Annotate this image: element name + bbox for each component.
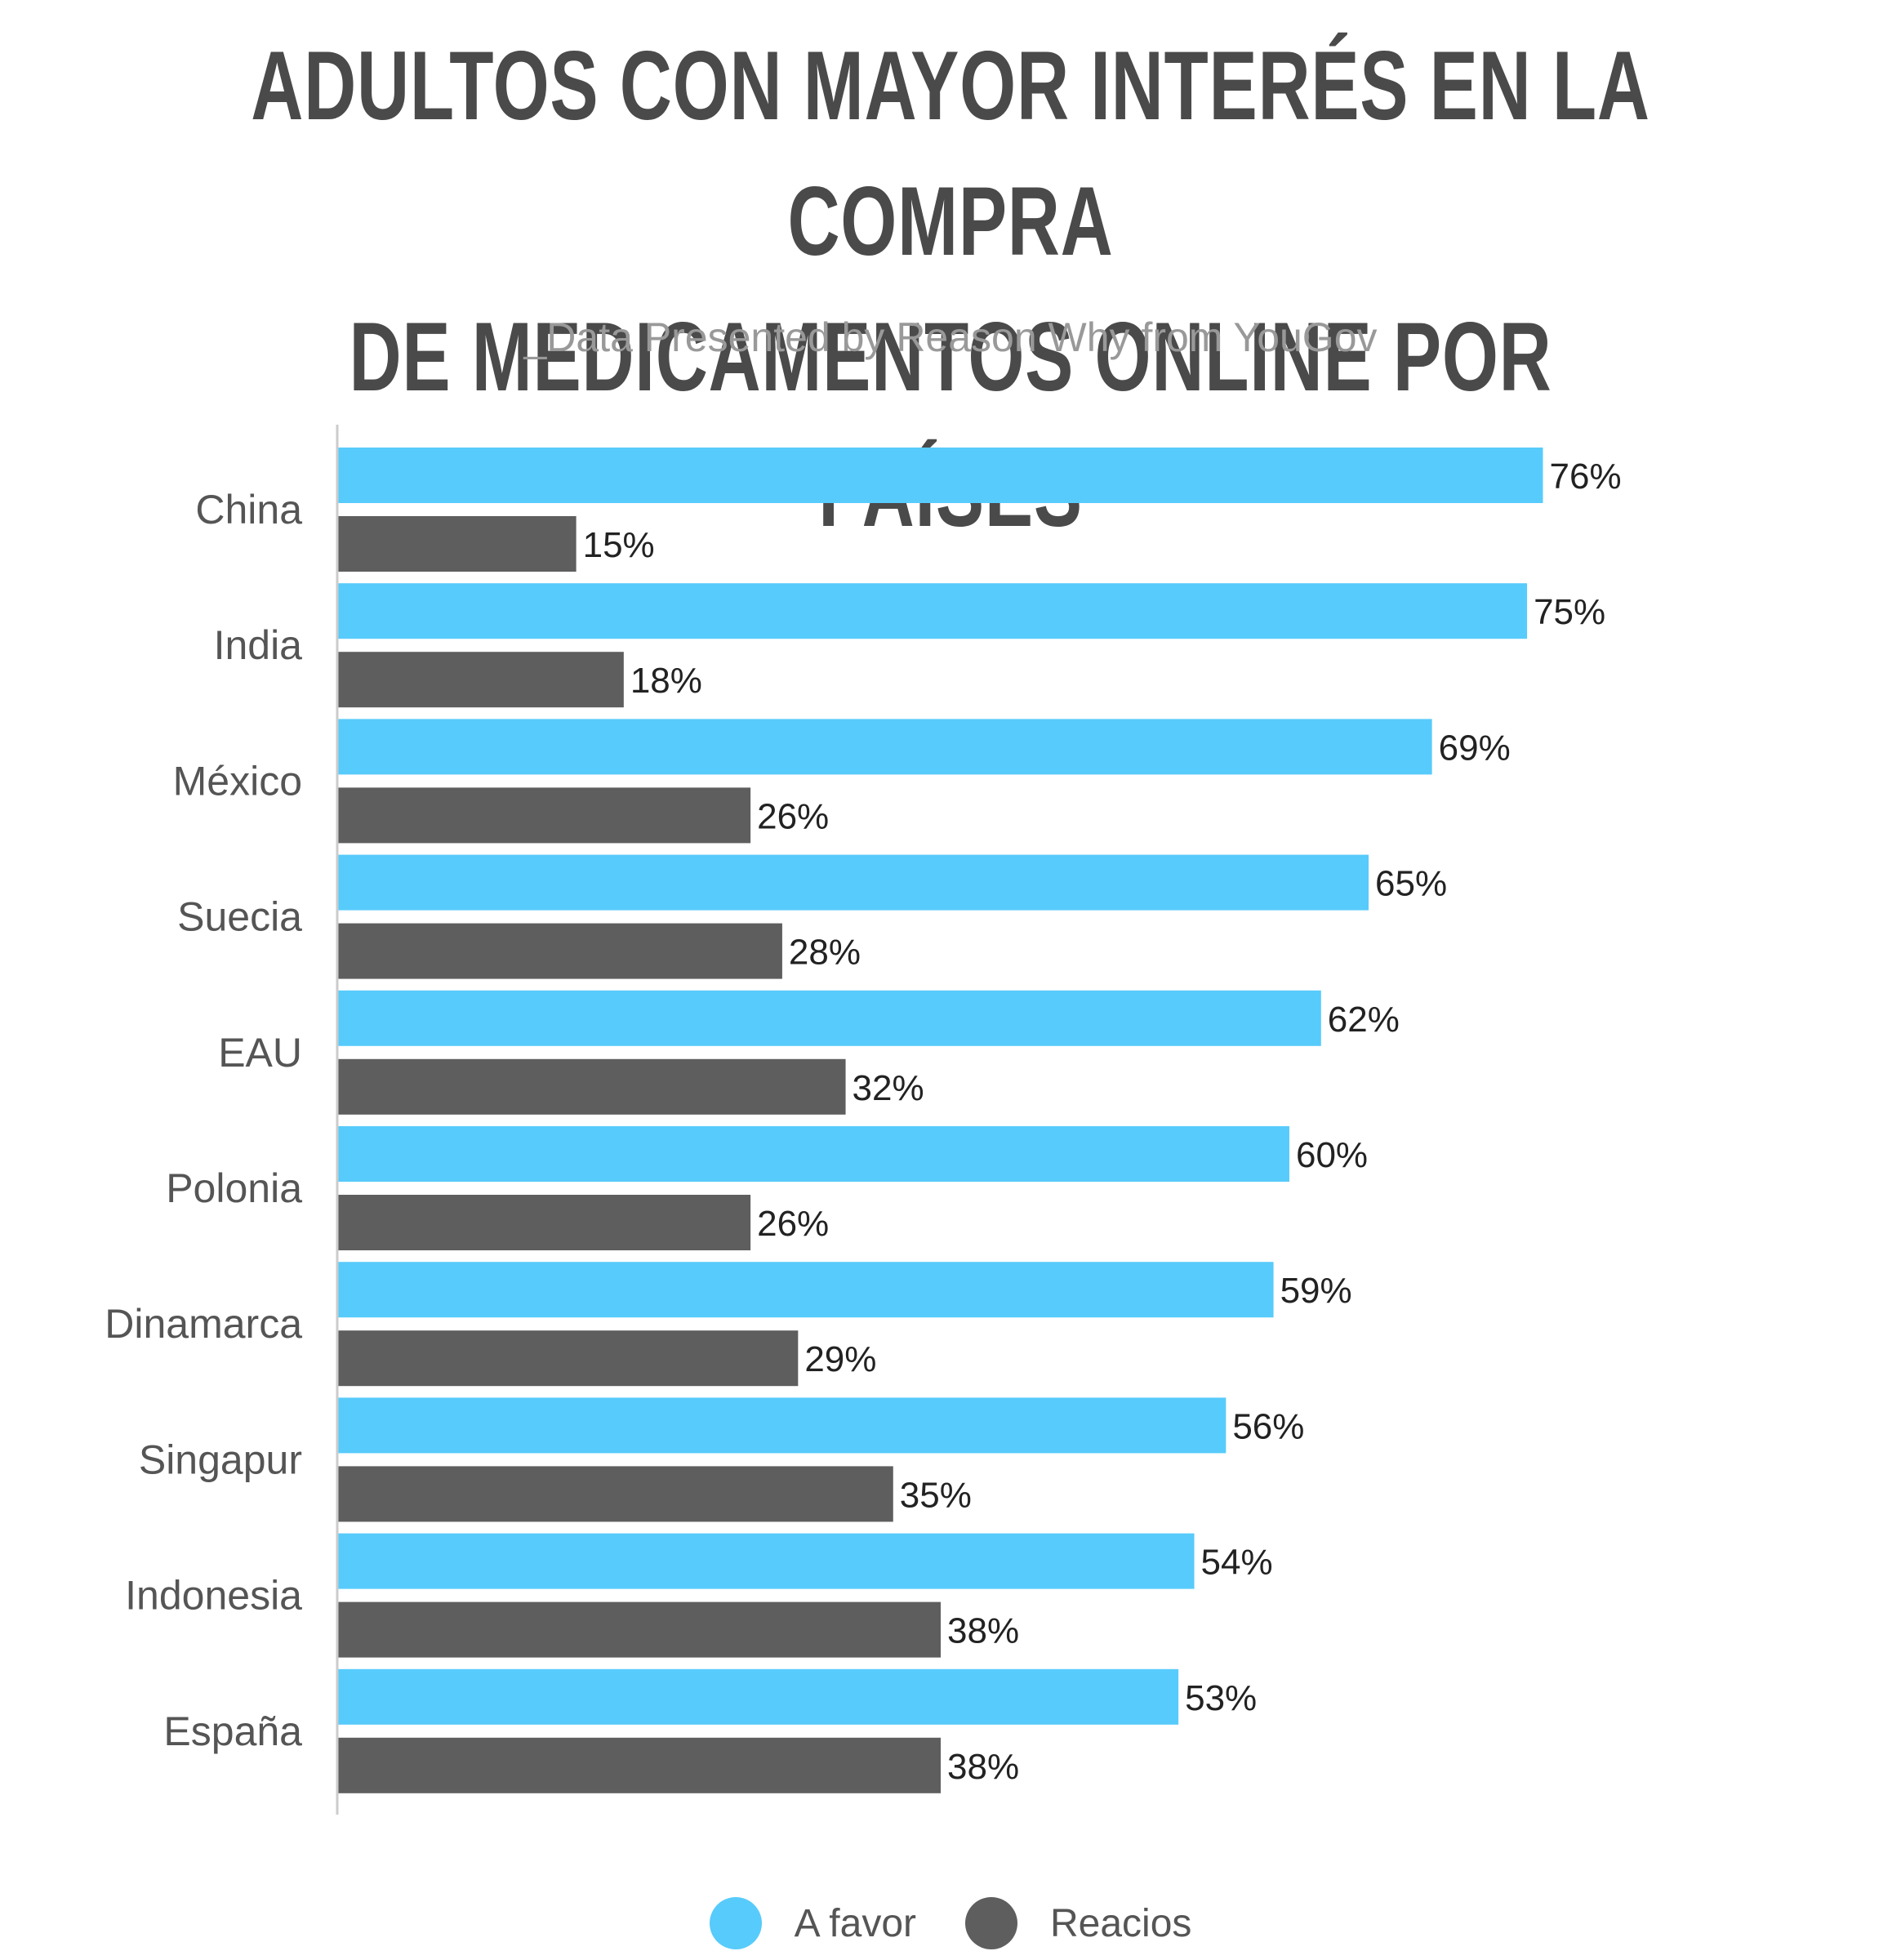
data-label-a-favor-espana: 53%: [1185, 1678, 1257, 1718]
bar-a-favor-eau: [338, 990, 1321, 1046]
data-label-a-favor-eau: 62%: [1328, 1000, 1400, 1040]
category-label-espana: España: [163, 1708, 302, 1754]
data-label-a-favor-indonesia: 54%: [1201, 1543, 1273, 1583]
bar-a-favor-indonesia: [338, 1533, 1195, 1589]
bar-reacios-dinamarca: [338, 1330, 799, 1387]
data-label-a-favor-singapur: 56%: [1232, 1406, 1304, 1446]
data-label-reacios-singapur: 35%: [900, 1475, 972, 1515]
category-label-singapur: Singapur: [139, 1437, 302, 1482]
category-label-polonia: Polonia: [166, 1165, 302, 1211]
legend-item-reacios: Reacios: [965, 1897, 1191, 1949]
category-label-dinamarca: Dinamarca: [105, 1301, 302, 1347]
bar-a-favor-singapur: [338, 1397, 1227, 1454]
data-label-a-favor-mexico: 69%: [1439, 728, 1511, 768]
data-label-reacios-eau: 32%: [853, 1068, 924, 1108]
chart-subtitle: _Data Presented by Reason Why from YouGo…: [523, 314, 1378, 360]
data-label-reacios-indonesia: 38%: [947, 1611, 1019, 1651]
category-label-suecia: Suecia: [177, 894, 302, 940]
legend-label-a-favor: A favor: [794, 1901, 916, 1945]
data-label-reacios-polonia: 26%: [757, 1204, 829, 1244]
bar-reacios-china: [338, 516, 577, 572]
data-label-a-favor-india: 75%: [1534, 592, 1605, 632]
data-label-reacios-china: 15%: [583, 525, 655, 565]
bar-a-favor-suecia: [338, 854, 1369, 911]
bar-a-favor-china: [338, 448, 1543, 503]
chart-legend: A favor Reacios: [0, 1895, 1901, 1952]
bar-reacios-singapur: [338, 1466, 893, 1522]
bar-reacios-eau: [338, 1058, 846, 1115]
legend-swatch-a-favor: [709, 1897, 762, 1949]
data-label-reacios-suecia: 28%: [789, 933, 861, 973]
legend-item-a-favor: A favor: [709, 1897, 916, 1949]
bar-reacios-mexico: [338, 787, 751, 844]
data-label-reacios-espana: 38%: [947, 1747, 1019, 1787]
data-label-reacios-india: 18%: [630, 661, 702, 701]
legend-swatch-reacios: [965, 1897, 1017, 1949]
data-label-a-favor-suecia: 65%: [1375, 864, 1447, 904]
bar-a-favor-mexico: [338, 719, 1432, 775]
bar-a-favor-espana: [338, 1668, 1179, 1725]
data-label-a-favor-dinamarca: 59%: [1280, 1271, 1352, 1311]
bar-reacios-espana: [338, 1737, 941, 1793]
category-label-india: India: [214, 622, 303, 668]
bar-a-favor-dinamarca: [338, 1262, 1274, 1318]
chart-title-line-1: ADULTOS CON MAYOR INTERÉS EN LA COMPRA: [251, 31, 1650, 276]
data-label-a-favor-polonia: 60%: [1296, 1135, 1368, 1175]
bar-reacios-india: [338, 652, 624, 708]
data-label-reacios-dinamarca: 29%: [804, 1339, 876, 1379]
category-label-eau: EAU: [218, 1030, 302, 1076]
bar-reacios-suecia: [338, 923, 782, 979]
bar-a-favor-polonia: [338, 1126, 1289, 1182]
bar-reacios-polonia: [338, 1195, 751, 1250]
bar-a-favor-india: [338, 583, 1528, 639]
category-label-china: China: [195, 487, 302, 532]
data-label-a-favor-china: 76%: [1550, 457, 1622, 497]
category-label-mexico: México: [173, 758, 302, 804]
data-label-reacios-mexico: 26%: [757, 796, 829, 836]
category-label-indonesia: Indonesia: [125, 1573, 302, 1619]
bar-reacios-indonesia: [338, 1601, 941, 1658]
legend-label-reacios: Reacios: [1050, 1901, 1192, 1945]
